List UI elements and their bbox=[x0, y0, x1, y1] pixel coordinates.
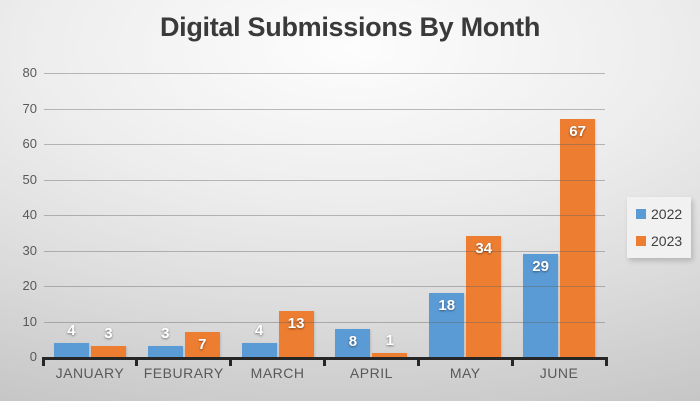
bar-label-2023-may: 34 bbox=[475, 240, 493, 258]
y-axis-label-50: 50 bbox=[22, 171, 37, 187]
bar-label-2023-march: 13 bbox=[287, 314, 305, 332]
bar-label-2023-june: 67 bbox=[569, 123, 586, 141]
x-axis-tick-3 bbox=[323, 357, 326, 366]
gridline-80 bbox=[44, 73, 605, 74]
x-axis-label-june: JUNE bbox=[539, 365, 579, 381]
x-axis-label-feburary: FEBURARY bbox=[143, 365, 224, 381]
legend-item-2023: 2023 bbox=[636, 233, 691, 249]
y-axis-label-20: 20 bbox=[22, 278, 37, 293]
bar-2023-march bbox=[278, 310, 314, 357]
gridline-50 bbox=[44, 179, 605, 181]
x-axis-tick-0 bbox=[41, 357, 45, 366]
chart-title: Digital Submissions By Month bbox=[159, 12, 541, 42]
y-axis-label-30: 30 bbox=[22, 242, 37, 258]
bar-label-2023-january: 3 bbox=[104, 325, 113, 343]
gridline-20 bbox=[44, 286, 605, 287]
bar-2022-june bbox=[523, 254, 559, 357]
y-axis-label-70: 70 bbox=[22, 100, 37, 116]
bar-label-2022-march: 4 bbox=[254, 321, 264, 339]
y-axis-label-80: 80 bbox=[22, 65, 37, 80]
x-axis-tick-1 bbox=[135, 357, 139, 366]
gridline-10 bbox=[44, 321, 605, 323]
bar-2023-april bbox=[372, 353, 408, 357]
bar-2022-may bbox=[429, 293, 465, 357]
y-axis-label-60: 60 bbox=[22, 136, 37, 151]
x-axis-label-march: MARCH bbox=[250, 365, 305, 381]
legend-swatch-2022-icon bbox=[636, 209, 646, 220]
gridline-70 bbox=[44, 108, 605, 110]
bar-label-2022-may: 18 bbox=[438, 297, 456, 315]
bar-label-2023-april: 1 bbox=[385, 332, 395, 350]
bar-label-2022-april: 8 bbox=[348, 332, 358, 350]
x-axis-tick-4 bbox=[416, 357, 420, 366]
legend-swatch-2023-icon bbox=[636, 235, 646, 246]
x-axis-label-may: MAY bbox=[449, 365, 481, 381]
bar-2022-march bbox=[241, 342, 277, 357]
gridline-40 bbox=[44, 215, 605, 216]
y-axis-label-10: 10 bbox=[22, 313, 37, 329]
bar-2022-feburary bbox=[147, 346, 183, 357]
bar-label-2022-feburary: 3 bbox=[161, 325, 170, 343]
x-axis-tick-2 bbox=[229, 357, 233, 366]
bar-2023-feburary bbox=[184, 332, 220, 357]
y-axis-label-40: 40 bbox=[22, 207, 37, 222]
bar-label-2023-feburary: 7 bbox=[198, 336, 207, 354]
x-axis-tick-5 bbox=[510, 357, 514, 366]
x-axis-tick-6 bbox=[604, 357, 608, 366]
legend: 2022 2023 bbox=[627, 197, 691, 258]
bar-2022-april bbox=[335, 328, 371, 357]
x-axis-label-april: APRIL bbox=[349, 365, 393, 381]
x-axis-label-january: JANUARY bbox=[55, 365, 125, 381]
bar-2023-may bbox=[466, 236, 502, 357]
bar-label-2022-january: 4 bbox=[67, 321, 76, 339]
bar-2023-june bbox=[560, 119, 596, 357]
y-axis-label-0: 0 bbox=[29, 349, 37, 364]
bar-2023-january bbox=[90, 346, 126, 357]
legend-label-2023: 2023 bbox=[651, 232, 683, 249]
gridline-60 bbox=[44, 144, 605, 145]
bar-2022-january bbox=[53, 342, 89, 357]
gridline-30 bbox=[44, 250, 605, 252]
legend-item-2022: 2022 bbox=[636, 206, 691, 222]
bar-label-2022-june: 29 bbox=[532, 258, 549, 276]
legend-label-2022: 2022 bbox=[651, 206, 683, 223]
